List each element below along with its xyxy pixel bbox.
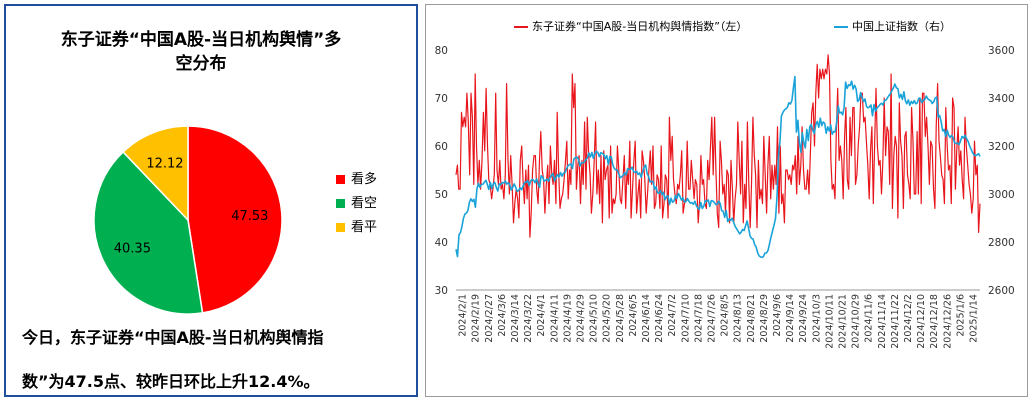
x-tick-label: 2024/11/6 <box>864 294 875 343</box>
x-tick-label: 2024/9/14 <box>785 294 796 343</box>
x-tick-label: 2024/5/20 <box>602 294 613 343</box>
legend-item-bearish: 看空 <box>336 196 377 212</box>
x-tick-label: 2024/12/2 <box>903 294 914 343</box>
x-tick-label: 2024/12/10 <box>916 294 927 349</box>
x-tick-label: 2024/7/26 <box>706 294 717 343</box>
x-tick-label: 2024/7/18 <box>693 294 704 343</box>
x-tick-label: 2024/2/27 <box>484 294 495 343</box>
legend-item-neutral: 看平 <box>336 220 377 236</box>
pie-slice-neutral <box>122 125 189 222</box>
x-tick-label: 2024/3/14 <box>510 294 521 343</box>
line-chart: 30 40 50 60 70 80 2600 2800 3000 3200 3400 3600 2024… <box>435 45 1015 349</box>
pie-panel: 东子证券“中国A股-当日机构舆情”多 空分布 47.53 40.35 12.12 看… <box>4 4 418 397</box>
x-tick-label: 2024/3/6 <box>497 294 508 337</box>
pie-slice-bearish <box>93 150 204 315</box>
x-tick-label: 2024/4/19 <box>562 294 573 343</box>
x-tick-label: 2024/8/21 <box>746 294 757 343</box>
y-right-tick-label: 2800 <box>988 237 1015 249</box>
pie-title-line-1: 东子证券“中国A股-当日机构舆情”多 <box>60 30 342 50</box>
pie-chart: 47.53 40.35 12.12 <box>93 125 283 315</box>
x-tick-label: 2024/3/22 <box>523 294 534 343</box>
x-tick-label: 2024/6/5 <box>628 294 639 337</box>
series-line-sentiment-index <box>455 54 981 238</box>
x-tick-label: 2024/6/24 <box>654 294 665 343</box>
x-tick-label: 2025/1/6 <box>955 294 966 337</box>
legend-label-sentiment: 东子证券“中国A股-当日机构舆情指数”（左） <box>532 20 748 33</box>
legend-label-bearish: 看空 <box>351 196 378 211</box>
y-left-tick-label: 50 <box>435 189 448 201</box>
x-tick-label: 2024/11/22 <box>890 294 901 349</box>
pie-title: 东子证券“中国A股-当日机构舆情”多 空分布 <box>36 28 366 76</box>
legend-index: 中国上证指数（右） <box>834 18 951 34</box>
x-tick-label: 2024/6/14 <box>641 294 652 343</box>
y-left-tick-label: 70 <box>435 93 448 105</box>
legend-label-index: 中国上证指数（右） <box>852 20 951 33</box>
x-tick-label: 2024/10/29 <box>851 294 862 349</box>
pie-data-label-bullish: 47.53 <box>231 209 268 224</box>
x-tick-label: 2024/10/21 <box>837 294 848 349</box>
y-right-tick-label: 3200 <box>988 141 1015 153</box>
legend-sentiment: 东子证券“中国A股-当日机构舆情指数”（左） <box>514 18 747 34</box>
legend-line-sentiment <box>514 26 528 28</box>
legend-label-neutral: 看平 <box>351 220 378 235</box>
x-tick-label: 2024/11/14 <box>877 294 888 349</box>
x-tick-label: 2024/2/19 <box>471 294 482 343</box>
pie-title-line-2: 空分布 <box>175 54 227 74</box>
x-tick-label: 2024/9/6 <box>772 294 783 337</box>
legend-item-bullish: 看多 <box>336 172 377 188</box>
x-tick-label: 2024/8/13 <box>733 294 744 343</box>
legend-swatch-neutral <box>336 223 345 232</box>
x-tick-label: 2024/4/29 <box>575 294 586 343</box>
x-tick-label: 2024/5/28 <box>615 294 626 343</box>
x-tick-label: 2024/7/10 <box>680 294 691 343</box>
pie-data-label-neutral: 12.12 <box>146 156 183 171</box>
y-left-tick-label: 40 <box>435 237 448 249</box>
x-tick-label: 2024/9/24 <box>798 294 809 343</box>
y-left-tick-label: 60 <box>435 141 448 153</box>
pie-slice-bullish <box>187 125 283 314</box>
x-tick-label: 2024/4/11 <box>549 294 560 343</box>
legend-label-bullish: 看多 <box>351 172 378 187</box>
x-tick-label: 2024/8/29 <box>759 294 770 343</box>
pie-data-label-bearish: 40.35 <box>114 241 151 256</box>
x-tick-label: 2024/8/5 <box>720 294 731 337</box>
x-tick-label: 2024/10/3 <box>811 294 822 343</box>
x-tick-label: 2024/12/26 <box>942 294 953 349</box>
legend-line-index <box>834 26 848 28</box>
y-left-tick-label: 30 <box>435 285 448 297</box>
y-right-tick-label: 2600 <box>988 285 1015 297</box>
y-right-tick-label: 3000 <box>988 189 1015 201</box>
caption-line-2: 数”为47.5点、较昨日环比上升12.4%。 <box>22 372 320 391</box>
x-tick-label: 2025/1/14 <box>968 294 979 343</box>
x-tick-label: 2024/12/18 <box>929 294 940 349</box>
caption-line-1: 今日，东子证券“中国A股-当日机构舆情指 <box>22 328 324 347</box>
y-right-tick-label: 3400 <box>988 93 1015 105</box>
x-tick-label: 2024/5/10 <box>589 294 600 343</box>
line-chart-panel: 东子证券“中国A股-当日机构舆情指数”（左） 中国上证指数（右） 30 40 50 6… <box>425 4 1028 397</box>
legend-swatch-bullish <box>336 175 345 184</box>
legend-swatch-bearish <box>336 199 345 208</box>
x-tick-label: 2024/4/1 <box>536 294 547 337</box>
x-tick-label: 2024/2/1 <box>458 294 469 337</box>
y-right-tick-label: 3600 <box>988 45 1015 57</box>
y-left-tick-label: 80 <box>435 45 448 57</box>
series-line-shanghai-index <box>455 75 981 259</box>
x-tick-label: 2024/7/2 <box>667 294 678 337</box>
x-tick-label: 2024/10/11 <box>824 294 835 349</box>
